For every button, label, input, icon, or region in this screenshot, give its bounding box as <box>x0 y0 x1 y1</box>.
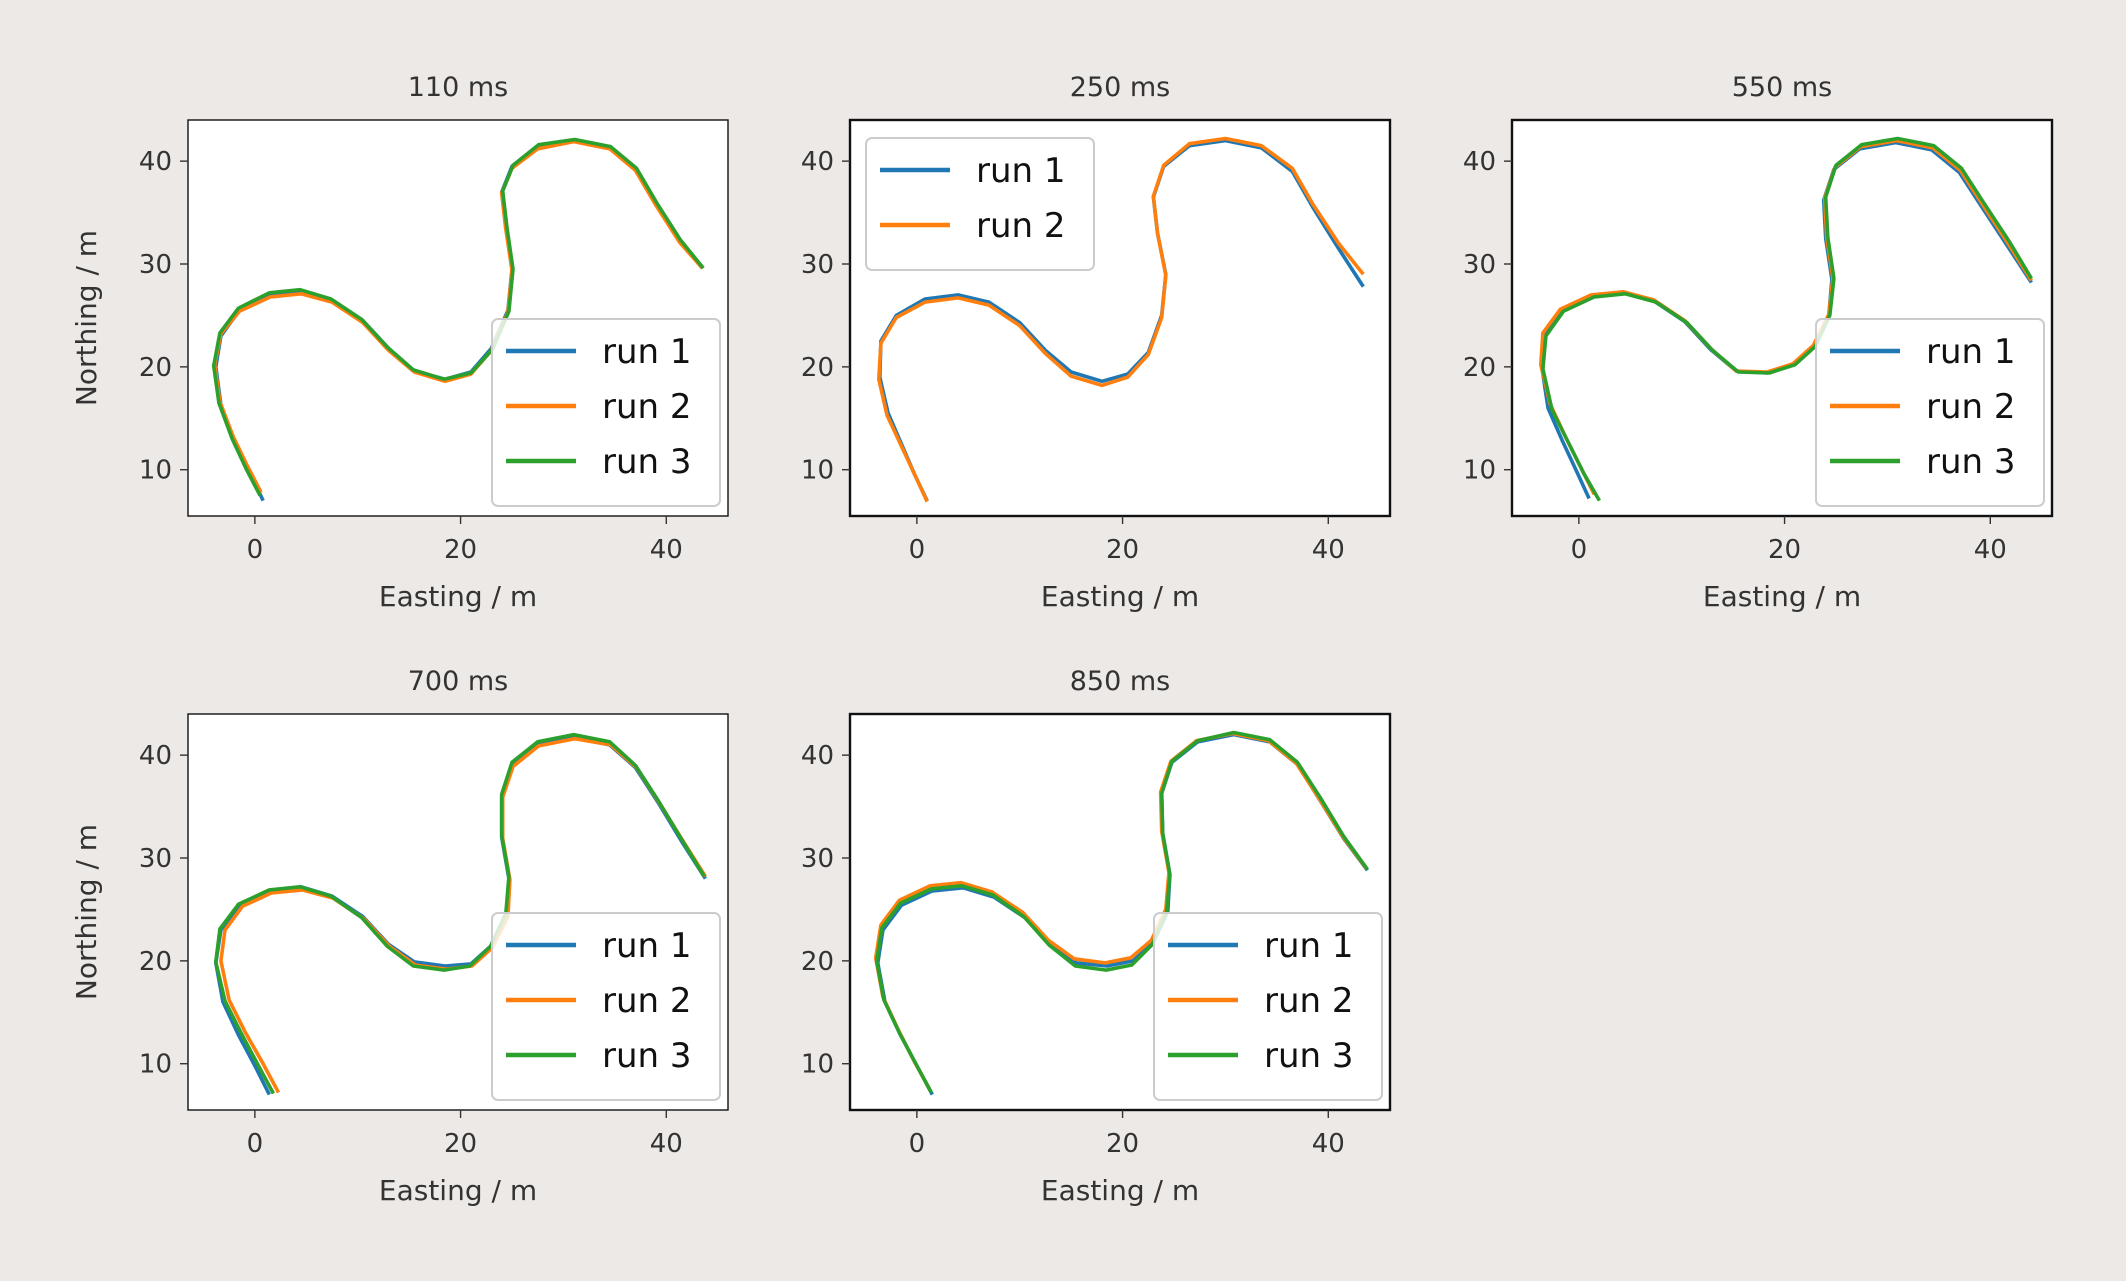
subplot-title: 700 ms <box>408 666 509 697</box>
legend: run 1 run 2 <box>865 137 1095 271</box>
subplot-title: 110 ms <box>408 72 509 103</box>
legend-label: run 1 <box>1264 926 1354 966</box>
y-tick-label: 40 <box>139 147 172 177</box>
y-tick-label: 10 <box>139 456 172 486</box>
x-tick-label: 0 <box>909 1129 926 1159</box>
legend-label: run 3 <box>602 1036 692 1076</box>
subplot-5: 0 20 40 10 20 30 40 850 ms Easting / m run 1 run 2… <box>730 634 1410 1220</box>
legend-label: run 3 <box>602 442 692 482</box>
legend: run 1 run 2 run 3 <box>491 912 721 1101</box>
legend-label: run 1 <box>976 151 1066 191</box>
legend-label: run 2 <box>1926 387 2016 427</box>
axes-frame <box>187 119 729 517</box>
series-line-3 <box>211 137 705 497</box>
y-tick-label: 20 <box>801 947 834 977</box>
legend: run 1 run 2 run 3 <box>1815 318 2045 507</box>
legend-label: run 3 <box>1264 1036 1354 1076</box>
axes-frame <box>1510 118 2054 518</box>
subplot-title: 850 ms <box>1070 666 1171 697</box>
x-tick-label: 0 <box>1571 535 1588 565</box>
y-tick-label: 30 <box>139 250 172 280</box>
axes-frame <box>848 712 1392 1112</box>
legend-label: run 2 <box>1264 981 1354 1021</box>
x-tick-label: 20 <box>1106 1129 1139 1159</box>
x-tick-label: 40 <box>1974 535 2007 565</box>
subplot-canvas: 0 20 40 10 20 30 40 110 ms Easting / m Northing /… <box>70 72 729 613</box>
legend-label: run 1 <box>1926 332 2016 372</box>
y-tick-label: 40 <box>139 741 172 771</box>
subplot-canvas: 0 20 40 10 20 30 40 700 ms Easting / m Northing /… <box>70 666 729 1207</box>
axes-frame <box>848 118 1392 518</box>
subplot-title: 250 ms <box>1070 72 1171 103</box>
subplot-canvas: 0 20 40 10 20 30 40 850 ms Easting / m run 1 run 2… <box>801 666 1392 1207</box>
series-line-2 <box>877 136 1365 503</box>
legend-label: run 1 <box>602 926 692 966</box>
subplot-title: 550 ms <box>1732 72 1833 103</box>
x-axis-label: Easting / m <box>1703 580 1861 613</box>
x-tick-label: 20 <box>444 535 477 565</box>
y-tick-label: 10 <box>1463 456 1496 486</box>
legend: run 1 run 2 run 3 <box>1153 912 1383 1101</box>
series-line-3 <box>1541 136 2033 502</box>
x-tick-label: 40 <box>1312 1129 1345 1159</box>
subplot-3: 0 20 40 10 20 30 40 550 ms Easting / m run 1 run 2… <box>1392 40 2072 626</box>
series-line-3 <box>214 732 706 1095</box>
y-tick-label: 40 <box>801 741 834 771</box>
legend: run 1 run 2 run 3 <box>491 318 721 507</box>
subplot-canvas: 0 20 40 10 20 30 40 550 ms Easting / m run 1 run 2… <box>1463 72 2054 613</box>
x-tick-label: 20 <box>444 1129 477 1159</box>
legend-label: run 2 <box>602 387 692 427</box>
x-axis-label: Easting / m <box>379 580 537 613</box>
x-tick-label: 20 <box>1106 535 1139 565</box>
x-tick-label: 40 <box>650 535 683 565</box>
x-axis-label: Easting / m <box>379 1174 537 1207</box>
y-tick-label: 30 <box>1463 250 1496 280</box>
subplot-canvas: 0 20 40 10 20 30 40 250 ms Easting / m run 1 run 2 <box>801 72 1392 613</box>
x-tick-label: 0 <box>247 1129 264 1159</box>
y-axis-label: Northing / m <box>70 230 103 406</box>
y-tick-label: 10 <box>801 456 834 486</box>
y-axis-label: Northing / m <box>70 824 103 1000</box>
legend-label: run 1 <box>602 332 692 372</box>
x-tick-label: 40 <box>650 1129 683 1159</box>
subplot-4: 0 20 40 10 20 30 40 700 ms Easting / m Northing /… <box>68 634 748 1220</box>
series-line-3 <box>874 730 1369 1094</box>
x-tick-label: 20 <box>1768 535 1801 565</box>
y-tick-label: 40 <box>801 147 834 177</box>
y-tick-label: 20 <box>801 353 834 383</box>
y-tick-label: 20 <box>139 353 172 383</box>
x-axis-label: Easting / m <box>1041 1174 1199 1207</box>
x-tick-label: 40 <box>1312 535 1345 565</box>
y-tick-label: 10 <box>139 1050 172 1080</box>
x-tick-label: 0 <box>247 535 264 565</box>
legend-label: run 3 <box>1926 442 2016 482</box>
x-tick-label: 0 <box>909 535 926 565</box>
y-tick-label: 40 <box>1463 147 1496 177</box>
subplot-2: 0 20 40 10 20 30 40 250 ms Easting / m run 1 run 2 <box>730 40 1410 626</box>
y-tick-label: 10 <box>801 1050 834 1080</box>
y-tick-label: 20 <box>1463 353 1496 383</box>
y-tick-label: 30 <box>801 844 834 874</box>
y-tick-label: 30 <box>801 250 834 280</box>
x-axis-label: Easting / m <box>1041 580 1199 613</box>
legend-label: run 2 <box>976 206 1066 246</box>
legend-label: run 2 <box>602 981 692 1021</box>
y-tick-label: 20 <box>139 947 172 977</box>
subplot-1: 0 20 40 10 20 30 40 110 ms Easting / m Northing /… <box>68 40 748 626</box>
y-tick-label: 30 <box>139 844 172 874</box>
axes-frame <box>187 713 729 1111</box>
